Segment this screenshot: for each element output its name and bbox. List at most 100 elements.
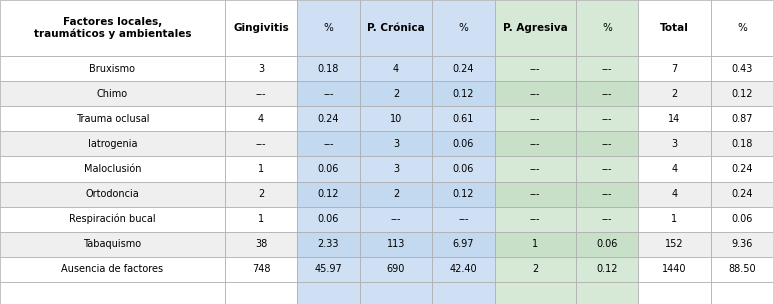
Text: ---: --- — [601, 214, 612, 224]
Bar — [432, 106, 495, 131]
Bar — [298, 106, 359, 131]
Text: 4: 4 — [393, 64, 399, 74]
Text: 4: 4 — [258, 114, 264, 124]
Text: 2: 2 — [393, 189, 399, 199]
Text: %: % — [737, 23, 747, 33]
Text: ---: --- — [530, 64, 540, 74]
Bar — [576, 0, 638, 56]
Text: 2: 2 — [671, 89, 677, 99]
Text: 0.24: 0.24 — [453, 64, 474, 74]
Bar — [710, 106, 773, 131]
Text: ---: --- — [530, 139, 540, 149]
Bar — [0, 207, 225, 232]
Text: P. Crónica: P. Crónica — [367, 23, 425, 33]
Text: 0.12: 0.12 — [731, 89, 753, 99]
Text: 1: 1 — [671, 214, 677, 224]
Bar — [432, 257, 495, 282]
Bar — [710, 0, 773, 56]
Bar — [710, 56, 773, 81]
Bar — [298, 181, 359, 207]
Bar — [225, 282, 298, 304]
Bar — [576, 106, 638, 131]
Text: ---: --- — [601, 164, 612, 174]
Text: 2: 2 — [393, 89, 399, 99]
Bar — [576, 131, 638, 157]
Text: ---: --- — [256, 139, 266, 149]
Bar — [576, 282, 638, 304]
Bar — [638, 257, 710, 282]
Bar — [495, 131, 576, 157]
Bar — [638, 131, 710, 157]
Text: Tabaquismo: Tabaquismo — [83, 239, 141, 249]
Bar — [495, 257, 576, 282]
Bar — [710, 81, 773, 106]
Text: 0.12: 0.12 — [318, 189, 339, 199]
Bar — [225, 181, 298, 207]
Text: Gingivitis: Gingivitis — [233, 23, 289, 33]
Bar — [495, 157, 576, 181]
Text: 7: 7 — [671, 64, 677, 74]
Bar — [495, 106, 576, 131]
Bar — [359, 157, 432, 181]
Bar — [359, 81, 432, 106]
Bar — [359, 0, 432, 56]
Bar — [0, 232, 225, 257]
Bar — [495, 81, 576, 106]
Bar — [359, 181, 432, 207]
Text: 9.36: 9.36 — [731, 239, 753, 249]
Text: ---: --- — [323, 89, 334, 99]
Text: 0.06: 0.06 — [596, 239, 618, 249]
Bar — [298, 131, 359, 157]
Text: 10: 10 — [390, 114, 402, 124]
Bar — [576, 232, 638, 257]
Text: 3: 3 — [258, 64, 264, 74]
Bar — [576, 81, 638, 106]
Text: %: % — [324, 23, 333, 33]
Text: 113: 113 — [386, 239, 405, 249]
Bar — [298, 56, 359, 81]
Text: Factores locales,
traumáticos y ambientales: Factores locales, traumáticos y ambienta… — [33, 17, 191, 39]
Text: 0.24: 0.24 — [731, 164, 753, 174]
Bar — [710, 181, 773, 207]
Bar — [495, 232, 576, 257]
Bar — [495, 56, 576, 81]
Text: ---: --- — [530, 114, 540, 124]
Bar — [432, 157, 495, 181]
Bar — [710, 207, 773, 232]
Bar — [0, 131, 225, 157]
Bar — [495, 282, 576, 304]
Bar — [298, 0, 359, 56]
Bar — [298, 81, 359, 106]
Text: 0.06: 0.06 — [318, 164, 339, 174]
Bar — [495, 207, 576, 232]
Bar — [638, 56, 710, 81]
Bar — [432, 81, 495, 106]
Text: Trauma oclusal: Trauma oclusal — [76, 114, 149, 124]
Text: 1: 1 — [258, 164, 264, 174]
Text: ---: --- — [601, 89, 612, 99]
Text: 0.18: 0.18 — [731, 139, 753, 149]
Bar — [225, 131, 298, 157]
Text: 1: 1 — [258, 214, 264, 224]
Bar — [359, 282, 432, 304]
Text: 38: 38 — [255, 239, 267, 249]
Text: ---: --- — [601, 139, 612, 149]
Bar — [0, 0, 225, 56]
Text: 0.61: 0.61 — [453, 114, 474, 124]
Text: 2: 2 — [258, 189, 264, 199]
Bar — [576, 157, 638, 181]
Bar — [638, 282, 710, 304]
Text: 0.12: 0.12 — [453, 189, 474, 199]
Bar — [0, 257, 225, 282]
Bar — [225, 81, 298, 106]
Text: 14: 14 — [668, 114, 680, 124]
Bar — [225, 257, 298, 282]
Bar — [0, 282, 225, 304]
Text: ---: --- — [530, 164, 540, 174]
Bar — [225, 232, 298, 257]
Text: Maloclusión: Maloclusión — [83, 164, 141, 174]
Text: 45.97: 45.97 — [315, 264, 342, 274]
Text: ---: --- — [530, 89, 540, 99]
Text: ---: --- — [601, 189, 612, 199]
Bar — [432, 56, 495, 81]
